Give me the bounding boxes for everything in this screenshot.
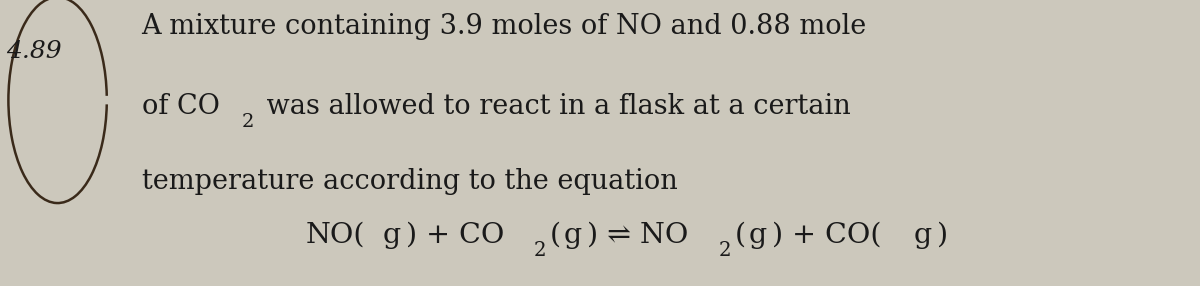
Text: g: g bbox=[564, 222, 582, 249]
Text: ) + CO: ) + CO bbox=[407, 222, 505, 249]
Text: A mixture containing 3.9 moles of NO and 0.88 mole: A mixture containing 3.9 moles of NO and… bbox=[142, 13, 866, 40]
Text: 2: 2 bbox=[533, 241, 546, 260]
Text: g: g bbox=[749, 222, 767, 249]
Text: was allowed to react in a flask at a certain: was allowed to react in a flask at a cer… bbox=[258, 94, 851, 120]
Text: NO(: NO( bbox=[306, 222, 366, 249]
Text: ) ⇌ NO: ) ⇌ NO bbox=[588, 222, 689, 249]
Text: 4.89: 4.89 bbox=[6, 40, 61, 63]
Text: ) + CO(: ) + CO( bbox=[773, 222, 882, 249]
Text: ): ) bbox=[937, 222, 948, 249]
Text: temperature according to the equation: temperature according to the equation bbox=[142, 168, 677, 195]
Text: g: g bbox=[383, 222, 401, 249]
Text: (: ( bbox=[734, 222, 745, 249]
Text: (: ( bbox=[550, 222, 560, 249]
Text: 2: 2 bbox=[719, 241, 731, 260]
Text: g: g bbox=[913, 222, 932, 249]
Text: 2: 2 bbox=[242, 113, 254, 131]
Text: of CO: of CO bbox=[142, 94, 220, 120]
